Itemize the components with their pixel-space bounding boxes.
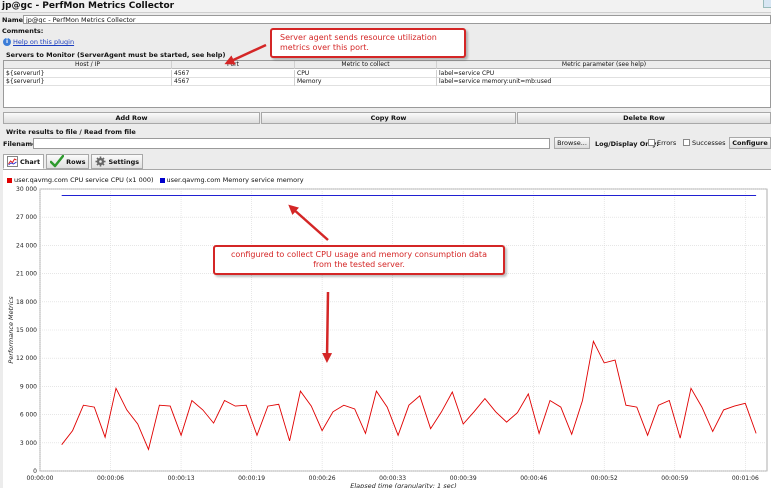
x-axis-label: Elapsed time (granularity: 1 sec) [350,482,457,488]
column-header-port[interactable]: Port [172,61,295,69]
x-tick-label: 00:00:46 [520,475,547,482]
x-tick-label: 00:00:39 [450,475,477,482]
delete-row-button[interactable]: Delete Row [517,112,771,124]
y-tick-label: 27 000 [16,214,37,221]
cell-port[interactable]: 4567 [172,70,295,78]
table-row[interactable]: ${serverurl} 4567 Memory label=service m… [4,78,770,86]
legend-swatch-cpu [7,178,12,183]
y-axis-label: Performance Metrics [7,296,15,364]
successes-checkbox-wrap[interactable]: Successes [683,139,726,147]
name-input[interactable]: jp@gc - PerfMon Metrics Collector [23,15,771,24]
copy-row-button[interactable]: Copy Row [261,112,516,124]
browse-button[interactable]: Browse... [554,137,590,149]
tab-chart[interactable]: Chart [3,154,45,169]
tab-rows-label: Rows [66,157,86,166]
y-tick-label: 15 000 [16,327,37,334]
x-tick-label: 00:00:06 [97,475,124,482]
y-tick-label: 24 000 [16,242,37,249]
column-header-host[interactable]: Host / IP [4,61,172,69]
errors-label: Errors [657,139,677,147]
tab-rows[interactable]: Rows [46,154,90,169]
x-tick-label: 00:00:13 [168,475,195,482]
successes-label: Successes [692,139,726,147]
y-tick-label: 0 [33,468,37,475]
configure-button[interactable]: Configure [729,137,771,149]
chart-legend: user.qavmg.com CPU service CPU (x1 000) … [7,176,304,184]
tab-settings-label: Settings [108,157,140,166]
legend-item[interactable]: user.qavmg.com CPU service CPU (x1 000) [7,176,154,184]
filename-label: Filename [3,140,37,148]
x-tick-label: 00:01:06 [732,475,759,482]
servers-table[interactable]: Host / IP Port Metric to collect Metric … [3,60,771,108]
cell-parameter[interactable]: label=service CPU [437,70,771,78]
successes-checkbox[interactable] [683,139,690,146]
tab-chart-label: Chart [20,157,41,166]
x-tick-label: 00:00:33 [379,475,406,482]
log-display-label: Log/Display Only: [595,140,659,148]
servers-table-header: Host / IP Port Metric to collect Metric … [4,61,770,69]
cell-metric[interactable]: CPU [295,70,437,78]
add-row-button[interactable]: Add Row [3,112,260,124]
legend-item[interactable]: user.qavmg.com Memory service memory [159,176,304,184]
window-corner-icon[interactable] [763,0,771,8]
y-tick-label: 30 000 [16,186,37,193]
x-tick-label: 00:00:52 [591,475,618,482]
name-label: Name: [2,16,26,24]
y-tick-label: 9 000 [20,383,37,390]
errors-checkbox-wrap[interactable]: Errors [648,139,676,147]
y-tick-label: 6 000 [20,412,37,419]
x-tick-label: 00:00:26 [309,475,336,482]
y-tick-label: 12 000 [16,355,37,362]
x-tick-label: 00:00:19 [238,475,265,482]
legend-label-cpu: user.qavmg.com CPU service CPU (x1 000) [14,176,154,184]
cell-host[interactable]: ${serverurl} [4,70,172,78]
chart-icon [7,156,18,167]
checkmark-icon [50,155,65,168]
annotation-metrics: configured to collect CPU usage and memo… [213,245,505,275]
cell-parameter[interactable]: label=service memory:unit=mb:used [437,78,771,86]
column-header-parameter[interactable]: Metric parameter (see help) [437,61,771,69]
gear-icon [95,156,106,167]
legend-label-memory: user.qavmg.com Memory service memory [166,176,304,184]
cell-host[interactable]: ${serverurl} [4,78,172,86]
file-group-title: Write results to file / Read from file [6,128,136,136]
x-tick-label: 00:00:00 [27,475,54,482]
tab-bar: Chart Rows Settings [3,154,144,169]
window-title: jp@gc - PerfMon Metrics Collector [2,1,175,11]
cell-metric[interactable]: Memory [295,78,437,86]
comments-label: Comments: [2,27,44,35]
plot-area [39,188,768,472]
legend-swatch-memory [159,178,165,183]
performance-chart[interactable]: 0 3 000 6 000 9 000 12 000 15 000 18 000 21 000… [3,170,771,488]
annotation-port: Server agent sends resource utilization … [270,28,466,58]
y-tick-label: 21 000 [16,271,37,278]
series-line-cpu [61,339,757,451]
chart-panel[interactable]: user.qavmg.com CPU service CPU (x1 000) … [3,169,771,488]
info-icon: i [3,38,11,46]
y-tick-label: 18 000 [16,299,37,306]
help-link[interactable]: i Help on this plugin [3,37,74,47]
servers-group-title: Servers to Monitor (ServerAgent must be … [6,51,226,59]
filename-input[interactable] [33,138,550,149]
cell-port[interactable]: 4567 [172,78,295,86]
table-row[interactable]: ${serverurl} 4567 CPU label=service CPU [4,70,770,78]
window-title-bar: jp@gc - PerfMon Metrics Collector [0,0,771,13]
column-header-metric[interactable]: Metric to collect [295,61,437,69]
errors-checkbox[interactable] [648,139,655,146]
help-link-text[interactable]: Help on this plugin [13,38,75,46]
y-tick-label: 3 000 [20,440,37,447]
x-tick-label: 00:00:59 [661,475,688,482]
tab-settings[interactable]: Settings [91,154,144,169]
